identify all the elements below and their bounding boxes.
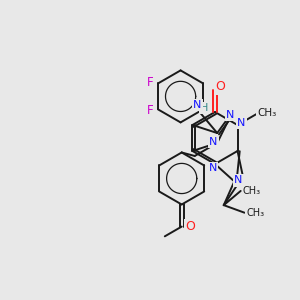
Text: O: O [185, 220, 195, 233]
Text: H: H [200, 103, 209, 113]
Text: CH₃: CH₃ [257, 108, 276, 118]
Text: CH₃: CH₃ [243, 186, 261, 196]
Text: CH₃: CH₃ [247, 208, 265, 218]
Text: N: N [209, 137, 218, 147]
Text: F: F [147, 76, 153, 89]
Text: N: N [193, 100, 202, 110]
Text: N: N [209, 163, 217, 173]
Text: N: N [226, 110, 235, 120]
Text: O: O [215, 80, 225, 93]
Text: N: N [234, 176, 242, 185]
Text: N: N [237, 118, 246, 128]
Text: F: F [147, 104, 153, 117]
